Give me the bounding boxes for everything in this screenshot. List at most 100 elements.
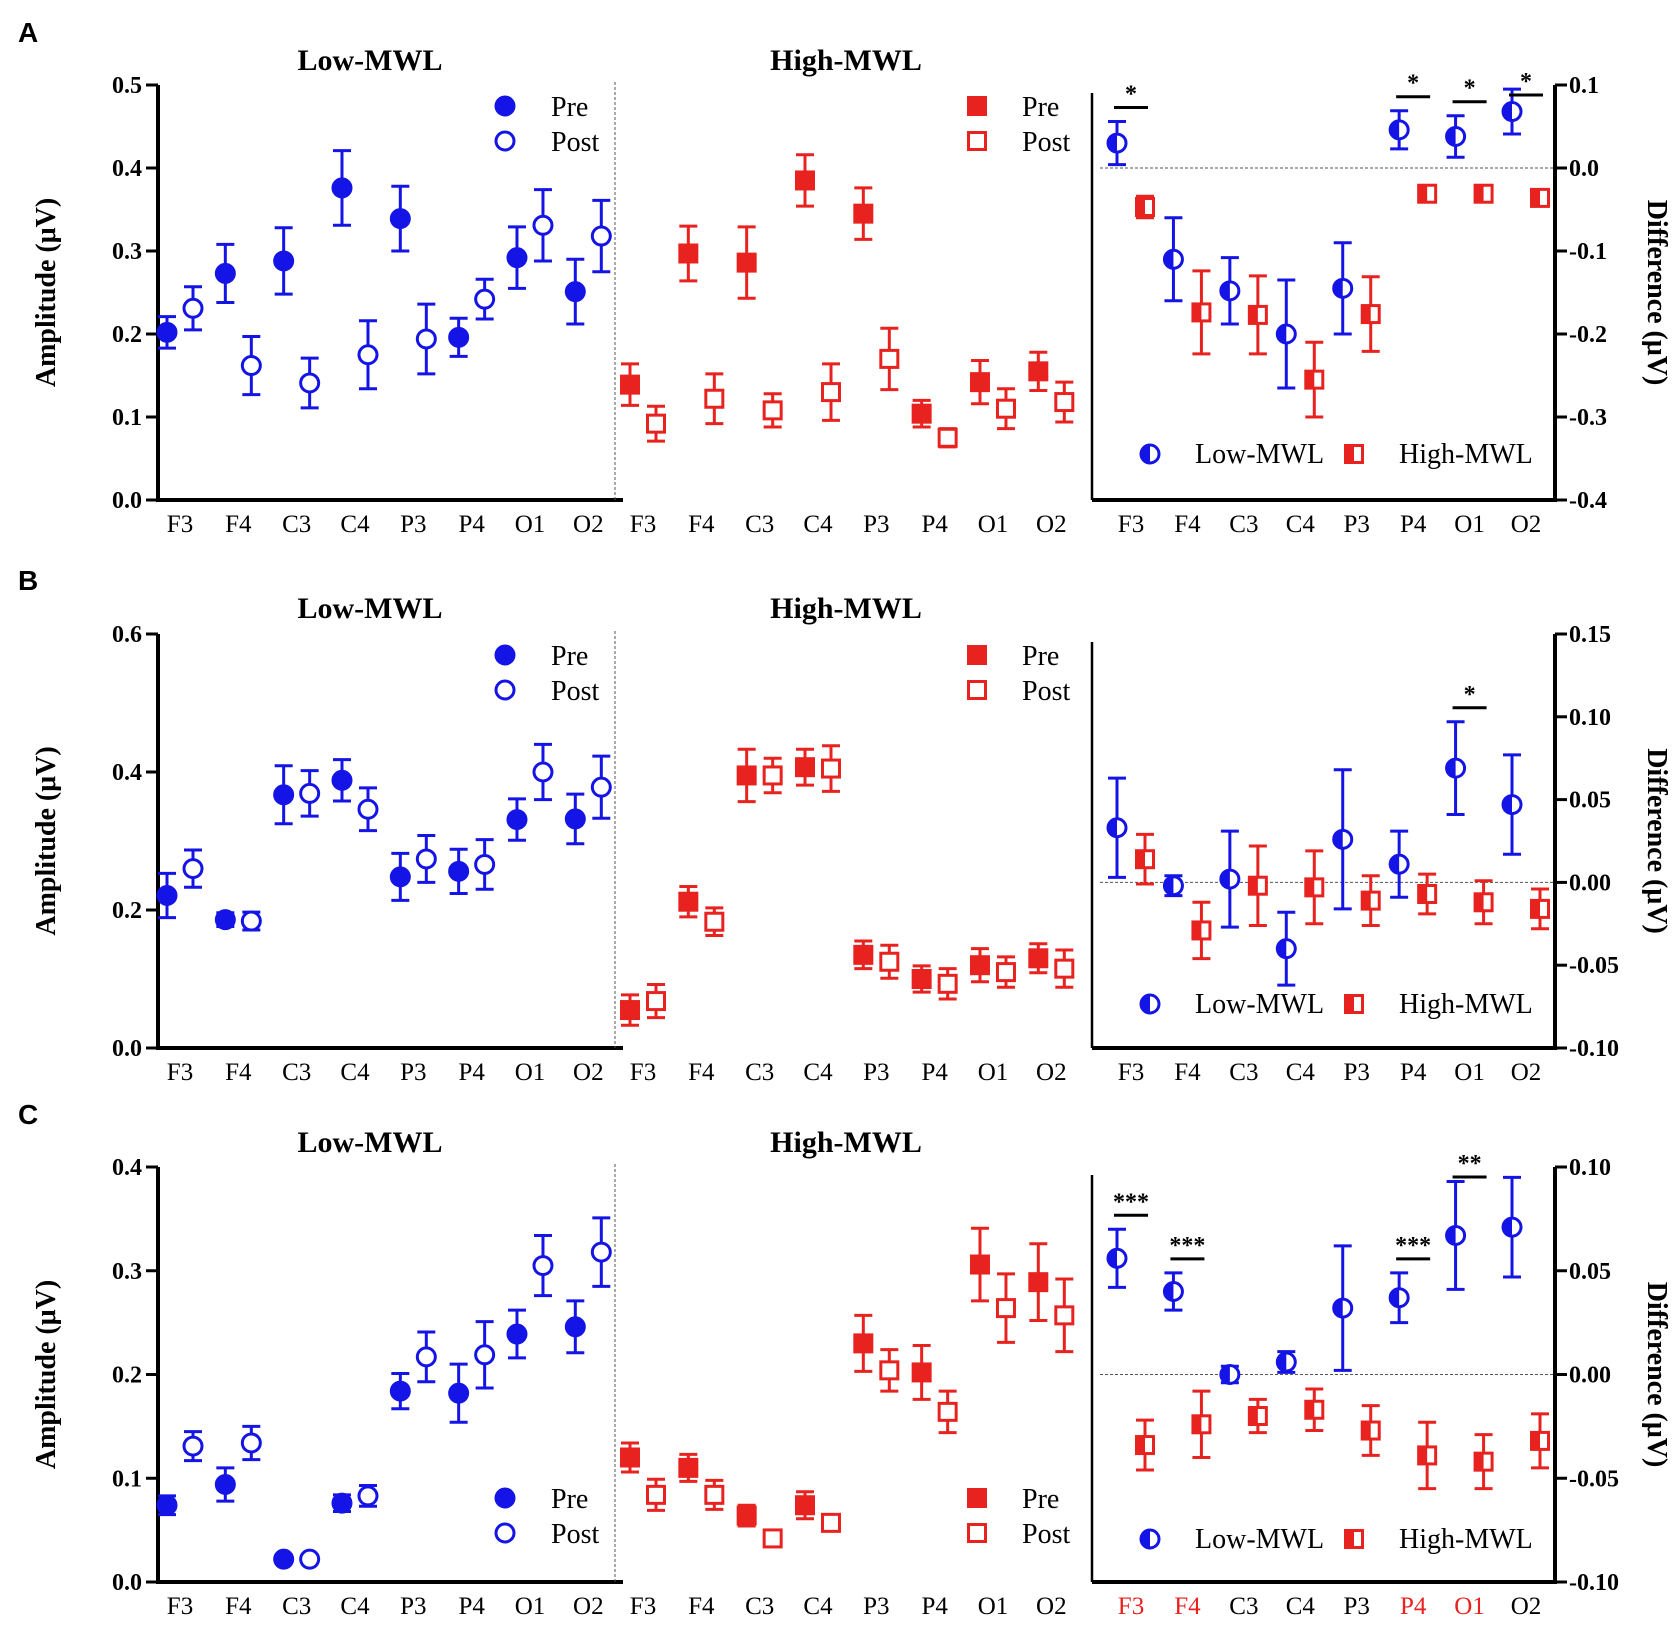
half-fill bbox=[1164, 250, 1174, 269]
x-tick-label-low: C4 bbox=[340, 1593, 370, 1620]
x-tick-label-low: P4 bbox=[458, 1059, 485, 1086]
diff-high-point bbox=[1135, 1418, 1155, 1472]
y-tick-label: 0.05 bbox=[1569, 1259, 1611, 1285]
half-fill bbox=[1390, 1288, 1400, 1307]
low-post-point bbox=[299, 1548, 321, 1570]
significance-marker: *** bbox=[1169, 1233, 1205, 1261]
x-tick-label-low: C3 bbox=[282, 1593, 311, 1620]
data-point bbox=[331, 769, 353, 791]
data-point bbox=[182, 1435, 204, 1457]
y-tick-label: 0.2 bbox=[112, 1363, 142, 1389]
low-pre-point bbox=[331, 149, 353, 227]
x-tick-label: O1 bbox=[1454, 1593, 1485, 1620]
y-tick-label: 0.4 bbox=[112, 156, 142, 182]
diff-high-point bbox=[1417, 872, 1438, 916]
y-axis-label-right: Difference (μV) bbox=[1641, 1282, 1672, 1468]
high-post-point bbox=[937, 427, 958, 449]
data-point bbox=[678, 1457, 699, 1478]
half-fill bbox=[1531, 189, 1541, 207]
high-pre-point bbox=[969, 1226, 990, 1303]
high-post-point bbox=[1054, 380, 1075, 424]
high-post-point bbox=[646, 404, 666, 443]
y-tick-label: 0.4 bbox=[112, 760, 142, 786]
x-tick-label-high: P4 bbox=[921, 511, 948, 538]
legend-low-label: Low-MWL bbox=[1195, 989, 1324, 1020]
low-post-point bbox=[240, 334, 262, 397]
x-tick-label-low: F3 bbox=[167, 1593, 193, 1620]
half-fill bbox=[1446, 1226, 1456, 1245]
y-tick-label: 0.1 bbox=[112, 1466, 142, 1492]
data-point bbox=[937, 1401, 958, 1422]
low-post-point bbox=[590, 1216, 612, 1288]
diff-low-point bbox=[1332, 1244, 1354, 1372]
half-fill bbox=[1475, 1453, 1484, 1471]
y-tick-label: -0.10 bbox=[1569, 1570, 1619, 1596]
legend-high-label: High-MWL bbox=[1399, 1524, 1533, 1555]
x-tick-label-low: O1 bbox=[515, 1059, 546, 1086]
low-pre-point bbox=[156, 315, 178, 350]
x-tick-label: O1 bbox=[1454, 511, 1485, 538]
high-pre-point bbox=[911, 964, 932, 994]
diff-low-point bbox=[1445, 720, 1467, 817]
x-tick-label-high: P3 bbox=[863, 1059, 889, 1086]
significance-marker: *** bbox=[1395, 1233, 1431, 1261]
high-post-point bbox=[1054, 948, 1075, 989]
half-fill bbox=[1277, 325, 1287, 343]
legend-post-label: Post bbox=[551, 676, 599, 707]
data-point bbox=[762, 765, 783, 786]
half-fill bbox=[1305, 1401, 1315, 1419]
data-point bbox=[156, 885, 178, 907]
high-pre-point bbox=[678, 1452, 699, 1483]
half-fill bbox=[1390, 120, 1400, 139]
low-pre-point bbox=[564, 792, 586, 846]
half-fill bbox=[1249, 306, 1258, 324]
data-point bbox=[820, 382, 841, 403]
high-post-point bbox=[879, 326, 900, 392]
legend-high: Pre Post bbox=[967, 1484, 1070, 1550]
legend-pre-marker bbox=[967, 645, 987, 665]
x-tick-label-low: P3 bbox=[400, 511, 426, 538]
diff-low-point bbox=[1332, 768, 1354, 911]
legend-post-marker bbox=[967, 131, 987, 151]
x-tick-label-low: C4 bbox=[340, 1059, 370, 1086]
half-fill bbox=[1475, 185, 1484, 203]
x-tick-label-low: O2 bbox=[573, 1059, 604, 1086]
low-post-point bbox=[474, 838, 496, 891]
low-pre-point bbox=[389, 851, 411, 902]
low-pre-point bbox=[389, 184, 411, 253]
legend-post-marker bbox=[967, 680, 987, 700]
high-mwl-title: High-MWL bbox=[770, 1126, 922, 1159]
diff-high-point bbox=[1417, 183, 1438, 204]
diff-high-point bbox=[1530, 887, 1551, 931]
y-tick-label: -0.4 bbox=[1569, 488, 1607, 514]
high-pre-point bbox=[1028, 1242, 1049, 1323]
amplitude-plot: 0.0 0.2 0.4 0.6 Amplitude (μV) Low-MWL High-MW… bbox=[31, 592, 1075, 1086]
diff-high-point bbox=[1247, 274, 1268, 356]
low-pre-point bbox=[156, 871, 178, 920]
x-tick-label-high: C3 bbox=[745, 1059, 774, 1086]
x-tick-label: O2 bbox=[1511, 1059, 1542, 1086]
low-post-point bbox=[532, 1233, 554, 1298]
y-axis-label: Amplitude (μV) bbox=[31, 1280, 62, 1469]
diff-high-point bbox=[1304, 849, 1325, 926]
data-point bbox=[240, 910, 262, 932]
x-tick-label-low: O1 bbox=[515, 1593, 546, 1620]
data-point bbox=[1028, 948, 1049, 969]
x-tick-label-high: C4 bbox=[803, 1059, 833, 1086]
half-fill bbox=[1249, 877, 1258, 895]
diff-high-point bbox=[1530, 1412, 1551, 1470]
legend-low: Pre Post bbox=[494, 1484, 599, 1550]
y-tick-label: 0.6 bbox=[112, 622, 142, 648]
diff-low-point bbox=[1388, 1271, 1410, 1325]
high-pre-point bbox=[1028, 350, 1049, 392]
diff-high-point bbox=[1360, 1404, 1381, 1457]
legend-pre-label: Pre bbox=[551, 92, 588, 123]
high-post-point bbox=[704, 1478, 725, 1511]
x-tick-label-low: F3 bbox=[167, 511, 193, 538]
data-point bbox=[532, 1255, 554, 1277]
x-tick-label-low: F3 bbox=[167, 1059, 193, 1086]
x-tick-label: C3 bbox=[1229, 1593, 1258, 1620]
y-tick-label: 0.0 bbox=[112, 488, 142, 514]
low-post-point bbox=[415, 833, 437, 884]
data-point bbox=[620, 374, 640, 395]
